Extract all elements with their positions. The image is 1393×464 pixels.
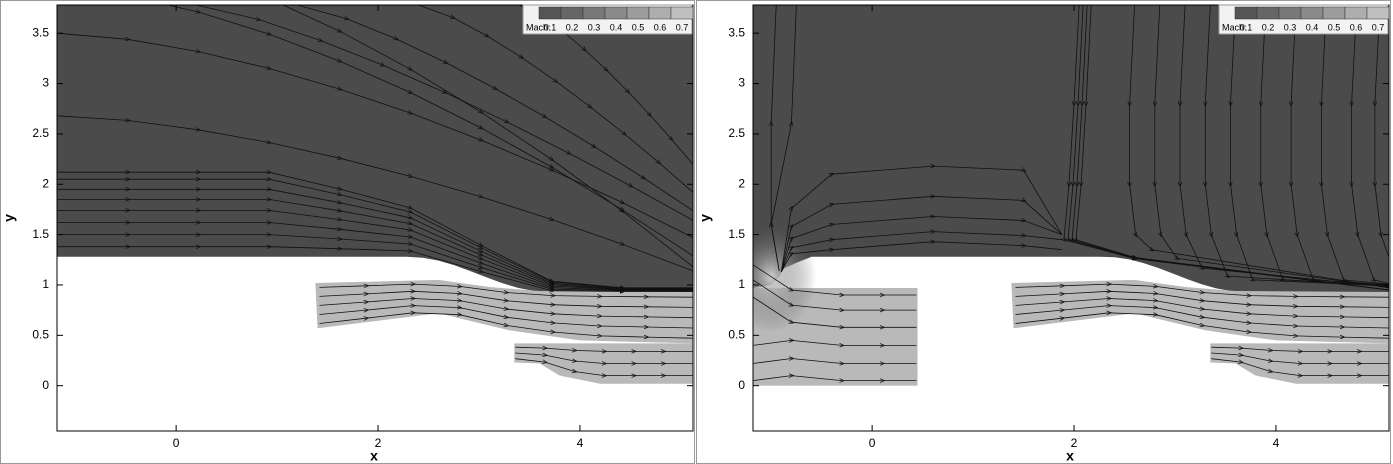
streamline: [1211, 353, 1389, 364]
colorbar-tick-label: 0.2: [566, 22, 579, 32]
colorbar-tick-label: 0.6: [1350, 22, 1363, 32]
streamline: [753, 296, 917, 327]
streamline: [1211, 347, 1389, 351]
colorbar-tick-label: 0.4: [610, 22, 623, 32]
colorbar-swatch: [604, 6, 628, 20]
colorbar-swatch: [538, 6, 562, 20]
x-tick-label: 4: [1273, 436, 1280, 450]
y-tick-label: 3: [42, 76, 49, 90]
colorbar-swatch: [582, 6, 606, 20]
colorbar-swatch: [1256, 6, 1280, 20]
y-tick-label: 1: [42, 277, 49, 291]
streamline: [753, 340, 917, 345]
y-tick-label: 2.5: [32, 126, 49, 140]
x-tick-label: 2: [375, 436, 382, 450]
colorbar-tick-label: 0.7: [676, 22, 689, 32]
y-tick-label: 2: [42, 176, 49, 190]
y-axis-label: y: [697, 214, 713, 222]
colorbar-tick-label: 0.6: [654, 22, 667, 32]
colorbar-tick-label: 0.1: [544, 22, 557, 32]
streamline: [753, 376, 917, 381]
y-tick-label: 0: [42, 378, 49, 392]
y-tick-label: 0: [738, 378, 745, 392]
streamline: [1076, 5, 1389, 291]
x-tick-label: 2: [1071, 436, 1078, 450]
colorbar-tick-label: 0.7: [1372, 22, 1385, 32]
y-tick-label: 2.5: [728, 126, 745, 140]
colorbar-swatch: [1322, 6, 1346, 20]
colorbar-label: Mach:: [526, 22, 551, 32]
plot-frame: [56, 4, 694, 432]
colorbar-tick-label: 0.5: [1328, 22, 1341, 32]
colorbar-swatch: [1344, 6, 1368, 20]
y-tick-label: 3.5: [728, 25, 745, 39]
y-tick-label: 1.5: [32, 227, 49, 241]
streamline: [753, 279, 917, 310]
x-tick-label: 0: [869, 436, 876, 450]
colorbar-swatch: [1300, 6, 1324, 20]
streamline: [515, 347, 693, 351]
colorbar-swatch: [1366, 6, 1390, 20]
x-tick-label: 4: [577, 436, 584, 450]
streamline: [753, 264, 917, 295]
streamline: [515, 353, 693, 364]
y-tick-label: 1: [738, 277, 745, 291]
y-tick-label: 2: [738, 176, 745, 190]
plot-area: [57, 5, 693, 384]
y-axis-label: y: [1, 214, 17, 222]
panel: 0 2 4 0 0.5 1 1.5 2 2.5 3 3.5 x y Mach:0.1 0.2 0.3 0.4 0.…: [0, 0, 695, 464]
plot-frame: [752, 4, 1390, 432]
colorbar-swatch: [626, 6, 650, 20]
x-axis-label: x: [1066, 448, 1074, 464]
x-tick-label: 0: [173, 436, 180, 450]
streamline: [753, 359, 917, 364]
colorbar: Mach:0.1 0.2 0.3 0.4 0.5 0.6 0.7: [1218, 4, 1390, 35]
y-tick-label: 0.5: [728, 327, 745, 341]
y-tick-label: 3: [738, 76, 745, 90]
colorbar-tick-label: 0.4: [1306, 22, 1319, 32]
panel: 0 2 4 0 0.5 1 1.5 2 2.5 3 3.5 x y Mach:0.1 0.2 0.3 0.4 0.…: [696, 0, 1391, 464]
colorbar-swatch: [1278, 6, 1302, 20]
colorbar-tick-label: 0.5: [632, 22, 645, 32]
streamline: [771, 5, 797, 271]
colorbar-swatch: [560, 6, 584, 20]
colorbar-swatch: [648, 6, 672, 20]
colorbar-tick-label: 0.1: [1240, 22, 1253, 32]
x-axis-label: x: [370, 448, 378, 464]
colorbar-tick-label: 0.3: [1284, 22, 1297, 32]
streamline: [1015, 284, 1389, 297]
y-tick-label: 3.5: [32, 25, 49, 39]
y-tick-label: 0.5: [32, 327, 49, 341]
colorbar-tick-label: 0.3: [588, 22, 601, 32]
colorbar-swatch: [1234, 6, 1258, 20]
y-tick-label: 1.5: [728, 227, 745, 241]
colorbar-label: Mach:: [1222, 22, 1247, 32]
colorbar: Mach:0.1 0.2 0.3 0.4 0.5 0.6 0.7: [522, 4, 694, 35]
plot-area: [753, 5, 1389, 386]
colorbar-tick-label: 0.2: [1262, 22, 1275, 32]
colorbar-swatch: [670, 6, 694, 20]
streamline: [1375, 5, 1389, 283]
